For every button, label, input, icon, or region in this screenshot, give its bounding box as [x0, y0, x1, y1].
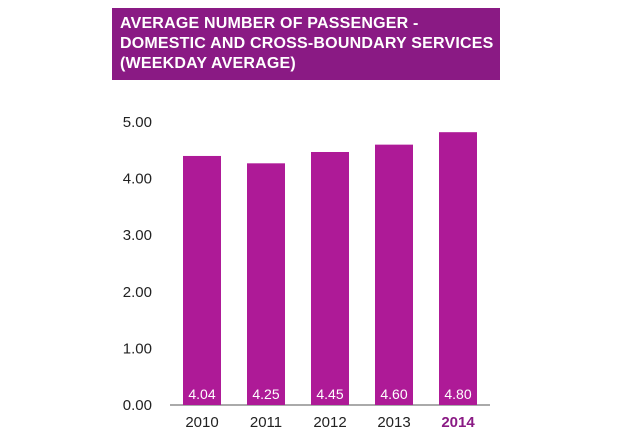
y-tick-label: 2.00 — [123, 284, 152, 301]
bar — [311, 151, 349, 405]
bar-data-label: 4.80 — [444, 386, 471, 402]
x-tick-label: 2014 — [441, 414, 475, 431]
bar-data-label: 4.45 — [316, 386, 343, 402]
chart-title-line-1: AVERAGE NUMBER OF PASSENGER - — [120, 15, 419, 32]
bar — [439, 132, 477, 406]
y-tick-label: 5.00 — [123, 114, 152, 131]
bar — [247, 163, 285, 405]
bar — [375, 144, 413, 405]
x-tick-label: 2010 — [185, 414, 218, 431]
y-tick-label: 0.00 — [123, 397, 152, 414]
x-tick-label: 2013 — [377, 414, 410, 431]
chart-title-box: AVERAGE NUMBER OF PASSENGER - DOMESTIC A… — [112, 8, 500, 80]
chart-title-line-3: (WEEKDAY AVERAGE) — [120, 55, 296, 72]
y-tick-label: 3.00 — [123, 227, 152, 244]
bar-data-label: 4.04 — [188, 386, 215, 402]
bar-data-label: 4.25 — [252, 386, 279, 402]
bar-data-label: 4.60 — [380, 386, 407, 402]
y-tick-label: 1.00 — [123, 340, 152, 357]
bar — [183, 155, 221, 405]
y-tick-label: 4.00 — [123, 171, 152, 188]
x-tick-label: 2012 — [313, 414, 346, 431]
x-tick-label: 2011 — [250, 414, 282, 431]
chart-title-line-2: DOMESTIC AND CROSS-BOUNDARY SERVICES — [120, 35, 494, 52]
